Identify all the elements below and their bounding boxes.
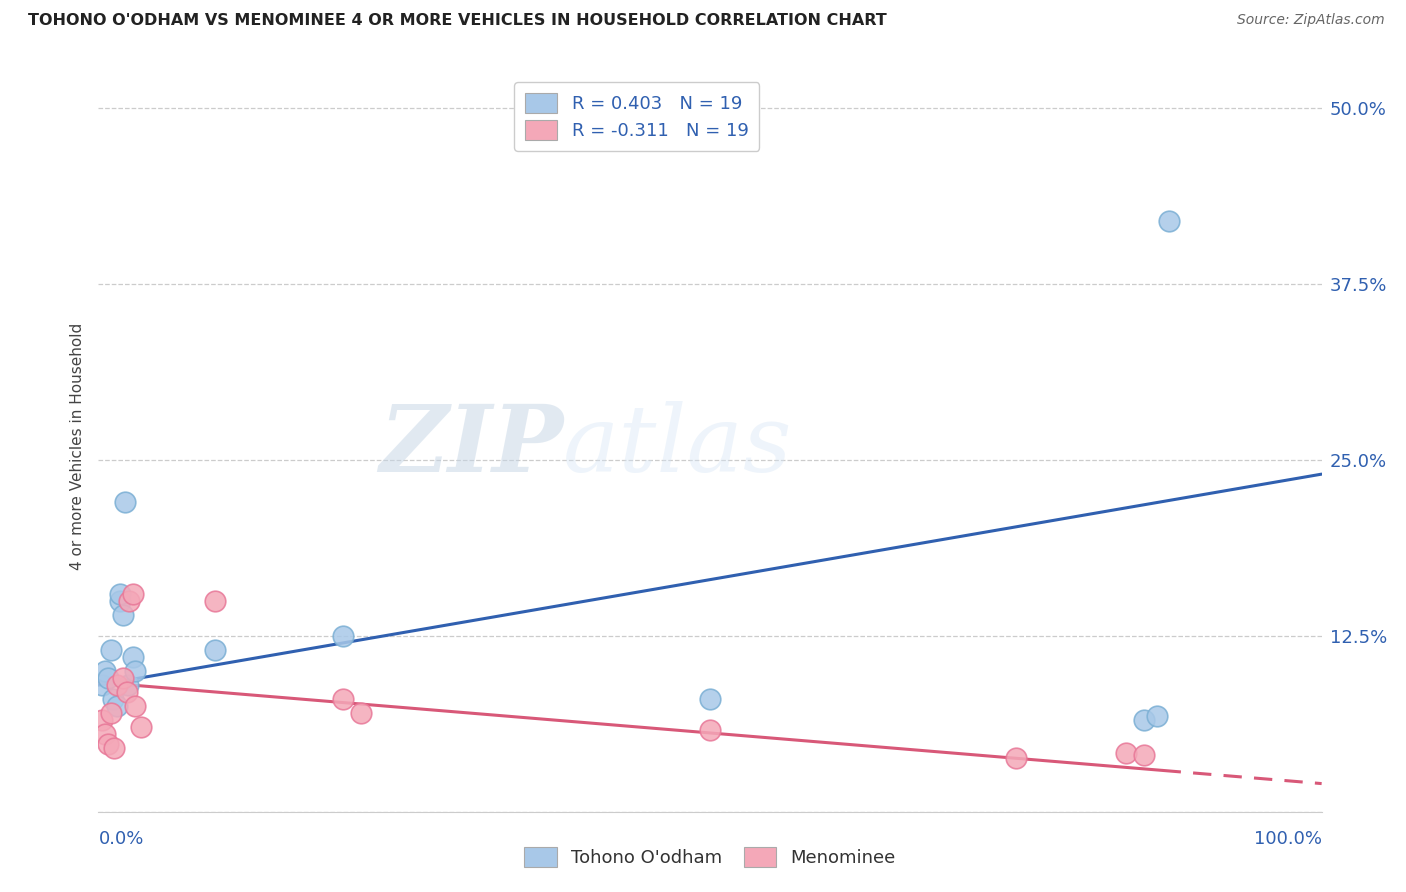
Text: 100.0%: 100.0% bbox=[1254, 830, 1322, 848]
Point bbox=[91, 678, 114, 692]
Point bbox=[110, 593, 132, 607]
Point bbox=[1004, 751, 1026, 765]
Point bbox=[115, 685, 138, 699]
Point bbox=[105, 699, 128, 714]
Point bbox=[204, 593, 226, 607]
Text: atlas: atlas bbox=[564, 401, 793, 491]
Point bbox=[118, 593, 141, 607]
Point bbox=[1146, 709, 1168, 723]
Point bbox=[91, 714, 114, 728]
Point bbox=[117, 678, 139, 692]
Legend: Tohono O'odham, Menominee: Tohono O'odham, Menominee bbox=[515, 838, 905, 876]
Point bbox=[100, 706, 122, 721]
Point bbox=[97, 671, 120, 685]
Point bbox=[93, 727, 115, 741]
Point bbox=[93, 664, 115, 678]
Point bbox=[1133, 748, 1156, 763]
Point bbox=[129, 720, 152, 734]
Point bbox=[97, 737, 120, 751]
Text: 0.0%: 0.0% bbox=[98, 830, 143, 848]
Point bbox=[124, 699, 146, 714]
Point bbox=[114, 495, 136, 509]
Point bbox=[699, 723, 721, 738]
Point bbox=[111, 671, 134, 685]
Y-axis label: 4 or more Vehicles in Household: 4 or more Vehicles in Household bbox=[70, 322, 86, 570]
Point bbox=[1157, 214, 1180, 228]
Point bbox=[121, 587, 143, 601]
Point bbox=[124, 664, 146, 678]
Point bbox=[101, 692, 124, 706]
Point bbox=[1133, 714, 1156, 728]
Point bbox=[103, 741, 125, 756]
Point bbox=[1115, 746, 1137, 760]
Point bbox=[110, 587, 132, 601]
Text: TOHONO O'ODHAM VS MENOMINEE 4 OR MORE VEHICLES IN HOUSEHOLD CORRELATION CHART: TOHONO O'ODHAM VS MENOMINEE 4 OR MORE VE… bbox=[28, 13, 887, 29]
Point bbox=[121, 650, 143, 665]
Text: ZIP: ZIP bbox=[380, 401, 564, 491]
Point bbox=[332, 629, 354, 643]
Point bbox=[699, 692, 721, 706]
Point bbox=[100, 643, 122, 657]
Point bbox=[105, 678, 128, 692]
Point bbox=[332, 692, 354, 706]
Point bbox=[204, 643, 226, 657]
Point bbox=[111, 607, 134, 622]
Point bbox=[350, 706, 373, 721]
Text: Source: ZipAtlas.com: Source: ZipAtlas.com bbox=[1237, 13, 1385, 28]
